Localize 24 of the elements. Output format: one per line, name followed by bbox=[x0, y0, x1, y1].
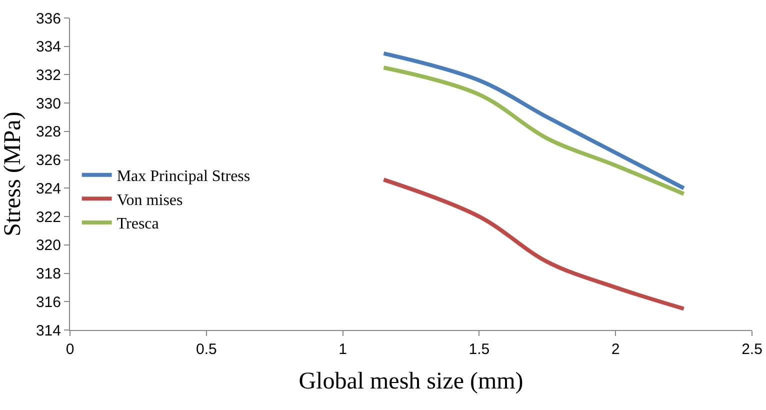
y-tick-label: 318 bbox=[36, 266, 61, 283]
x-tick-label: 1.5 bbox=[468, 341, 490, 358]
x-tick-label: 1 bbox=[338, 341, 347, 358]
y-tick-label: 330 bbox=[36, 95, 61, 112]
y-tick-label: 324 bbox=[36, 180, 61, 198]
y-tick-label: 336 bbox=[36, 10, 61, 28]
x-axis-title: Global mesh size (mm) bbox=[298, 368, 524, 394]
y-tick-label: 316 bbox=[36, 294, 61, 311]
x-tick-label: 0.5 bbox=[196, 341, 217, 358]
y-tick-label: 332 bbox=[36, 66, 61, 84]
y-tick-label: 322 bbox=[36, 208, 61, 226]
y-tick-label: 328 bbox=[36, 124, 61, 141]
y-axis-title: Stress (MPa) bbox=[0, 112, 26, 236]
legend-label: Max Principal Stress bbox=[116, 168, 250, 186]
x-tick-label: 2.5 bbox=[742, 341, 762, 358]
y-tick-label: 326 bbox=[36, 152, 61, 170]
legend-label: Von mises bbox=[116, 192, 183, 209]
line-series bbox=[382, 178, 686, 311]
x-tick-label: 0 bbox=[66, 341, 74, 358]
x-tick-label: 2 bbox=[611, 341, 620, 358]
y-tick-label: 320 bbox=[36, 237, 61, 254]
y-tick-label: 314 bbox=[36, 322, 61, 340]
legend-label: Tresca bbox=[116, 216, 159, 233]
y-tick-label: 334 bbox=[36, 38, 61, 56]
